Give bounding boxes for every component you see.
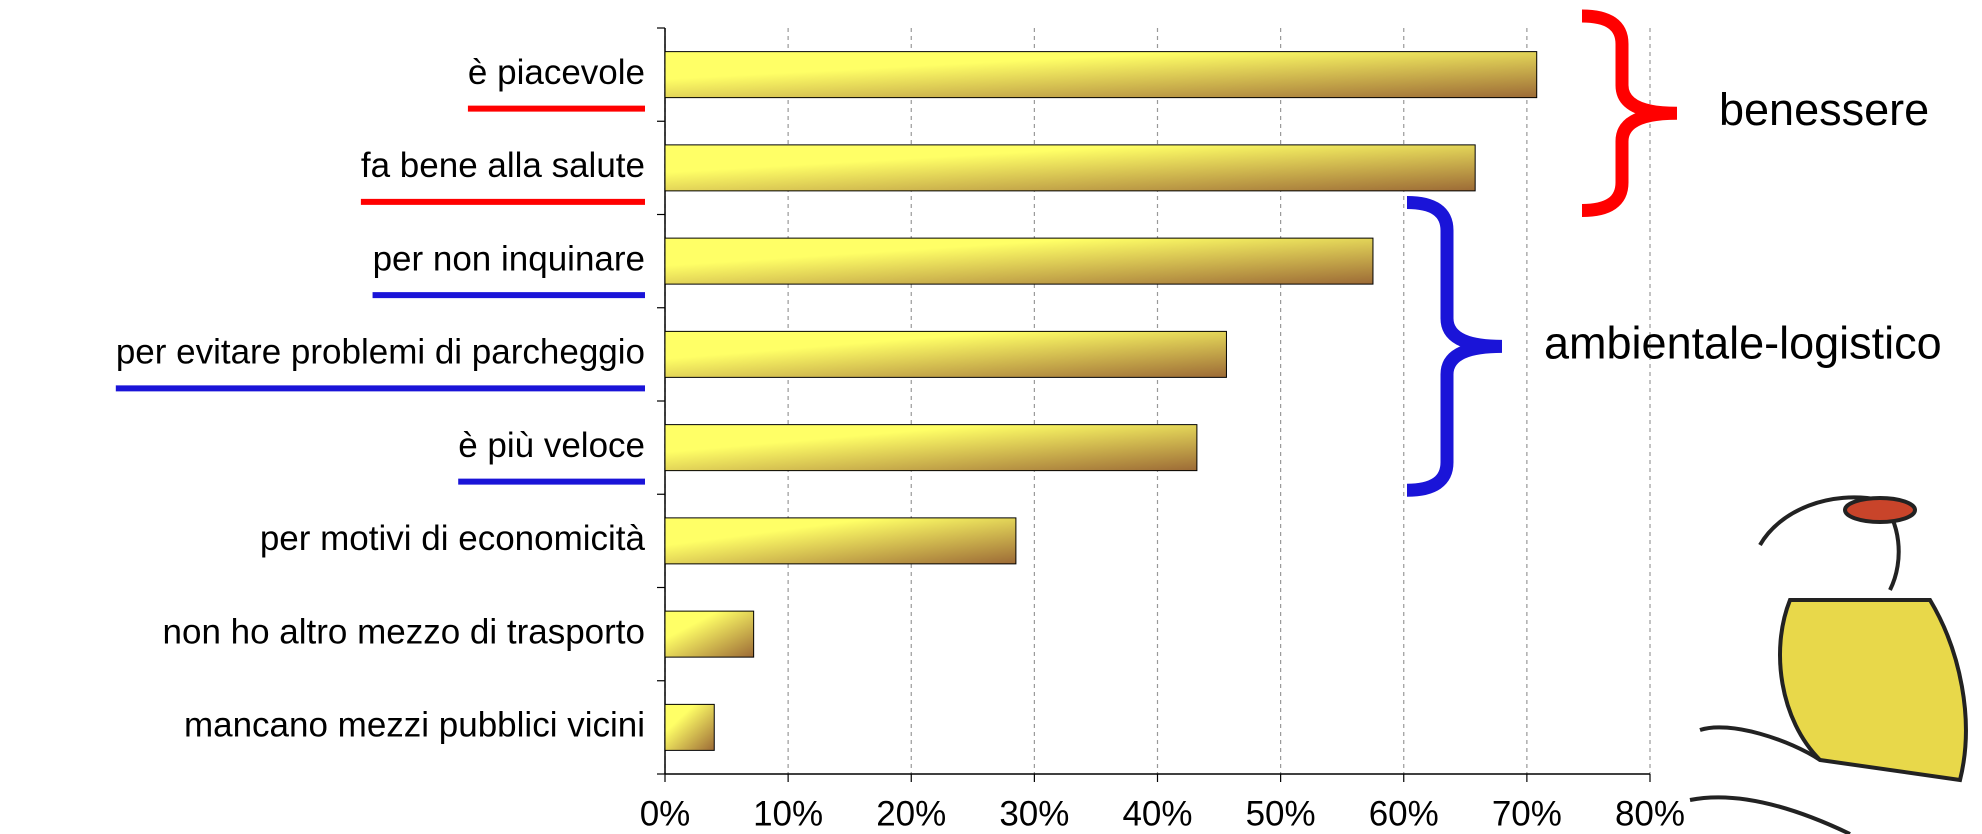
bar xyxy=(664,237,1374,285)
bar xyxy=(664,51,1538,99)
x-tick-label: 70% xyxy=(1492,794,1562,833)
y-tick-label: per non inquinare xyxy=(373,239,645,278)
x-tick-label: 40% xyxy=(1122,794,1192,833)
bar xyxy=(664,144,1476,192)
y-tick-label: fa bene alla salute xyxy=(361,146,645,185)
bar xyxy=(664,517,1017,565)
y-tick-label: è piacevole xyxy=(468,53,645,92)
y-tick-label: non ho altro mezzo di trasporto xyxy=(163,612,645,651)
group-brace xyxy=(1406,196,1503,497)
x-tick-label: 80% xyxy=(1615,794,1685,833)
group-label: ambientale-logistico xyxy=(1544,317,1942,368)
bar xyxy=(664,424,1198,472)
x-tick-label: 30% xyxy=(999,794,1069,833)
y-tick-label: mancano mezzi pubblici vicini xyxy=(184,706,645,745)
bar xyxy=(664,330,1227,378)
y-tick-label: per evitare problemi di parcheggio xyxy=(116,333,645,372)
group-brace xyxy=(1581,9,1678,217)
group-label: benessere xyxy=(1719,84,1929,135)
bar xyxy=(664,703,715,751)
x-tick-label: 50% xyxy=(1246,794,1316,833)
y-tick-label: è più veloce xyxy=(458,426,645,465)
x-tick-label: 10% xyxy=(753,794,823,833)
bar xyxy=(664,610,755,658)
x-tick-label: 0% xyxy=(640,794,691,833)
x-tick-label: 20% xyxy=(876,794,946,833)
y-tick-label: per motivi di economicità xyxy=(260,519,646,558)
illustration xyxy=(1689,495,1968,834)
x-tick-label: 60% xyxy=(1369,794,1439,833)
